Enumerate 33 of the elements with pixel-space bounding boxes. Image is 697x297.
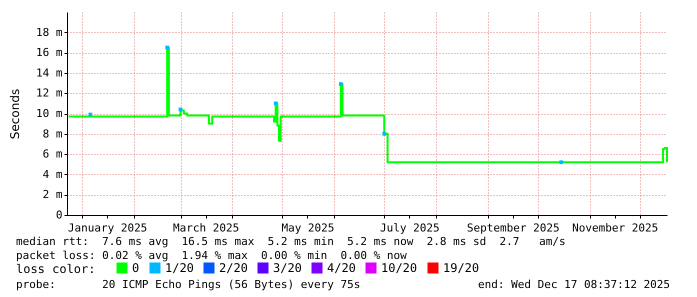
point: [165, 46, 170, 50]
text: end: Wed Dec 17 08:37:12 2025: [478, 278, 670, 291]
point: [178, 108, 182, 112]
text: probe: 20 ICMP Echo Pings (56 Bytes) every 75s: [16, 278, 360, 291]
y-tick-label: 2 m: [42, 188, 63, 202]
y-tick-label: 14 m: [36, 66, 63, 80]
x-tick-label: September 2025: [466, 222, 560, 234]
y-tick-label: 4 m: [42, 168, 63, 181]
text: packet loss: 0.02 % avg 1.94 % max 0.00 % min 0.00 % now: [16, 249, 407, 262]
legend-label: 10/20: [381, 261, 418, 275]
x-tick-label: May 2025: [281, 222, 334, 234]
legend-title: loss color:: [16, 262, 96, 276]
y-axis-title: Seconds: [8, 88, 22, 140]
point: [88, 112, 92, 116]
legend-label: 3/20: [273, 261, 302, 275]
y-tick-label: 10 m: [36, 107, 63, 120]
y-tick-label: 18 m: [36, 26, 63, 39]
y-tick-label: 8 m: [42, 127, 63, 140]
x-tick-label: March 2025: [172, 222, 240, 234]
x-tick-label: November 2025: [572, 222, 658, 234]
legend-label: 2/20: [219, 261, 248, 275]
x-tick-label: January 2025: [68, 222, 148, 234]
point: [338, 82, 343, 86]
y-tick-label: 6 m: [42, 148, 63, 161]
legend-label: 4/20: [327, 261, 356, 275]
y-tick-label: 0: [56, 208, 62, 222]
y-tick-label: 12 m: [36, 86, 63, 100]
legend-label: 1/20: [165, 261, 194, 275]
legend-label: 0: [132, 261, 140, 275]
x-tick-label: July 2025: [380, 222, 440, 234]
legend-label: 19/20: [443, 261, 480, 275]
text: median rtt: 7.6 ms avg 16.5 ms max 5.2 ms min 5.2 ms now 2.8 ms sd 2.7 am/s: [16, 235, 566, 248]
y-tick-label: 16 m: [36, 46, 63, 60]
